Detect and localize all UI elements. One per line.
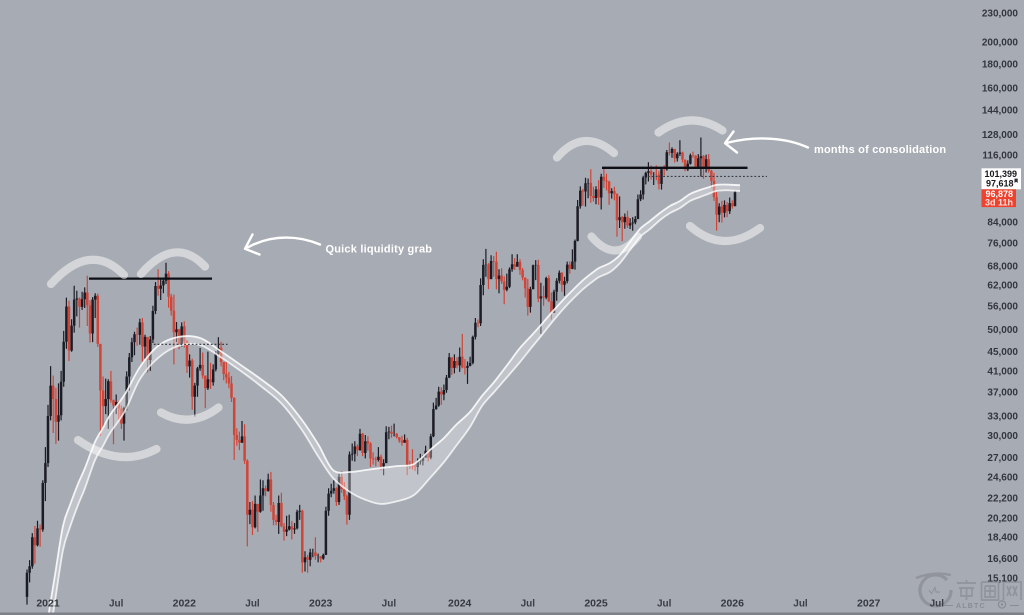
svg-text:Jul: Jul xyxy=(657,599,672,610)
svg-text:30,000: 30,000 xyxy=(987,431,1018,442)
svg-text:2024: 2024 xyxy=(448,598,472,610)
svg-text:Jul: Jul xyxy=(382,599,397,610)
svg-text:2023: 2023 xyxy=(309,598,333,610)
svg-text:37,000: 37,000 xyxy=(987,388,1018,399)
svg-text:97,618: 97,618 xyxy=(986,179,1014,189)
svg-text:18,400: 18,400 xyxy=(987,533,1018,544)
svg-text:2027: 2027 xyxy=(857,598,881,610)
svg-text:33,000: 33,000 xyxy=(987,412,1018,423)
svg-text:Jul: Jul xyxy=(245,599,260,610)
svg-text:Quick liquidity grab: Quick liquidity grab xyxy=(326,243,433,255)
svg-text:76,000: 76,000 xyxy=(987,238,1018,249)
svg-text:ALBTC: ALBTC xyxy=(956,603,986,610)
svg-text:68,000: 68,000 xyxy=(987,261,1018,272)
svg-text:180,000: 180,000 xyxy=(982,59,1019,70)
svg-text:160,000: 160,000 xyxy=(982,84,1019,95)
svg-text:24,600: 24,600 xyxy=(987,472,1018,483)
svg-text:50,000: 50,000 xyxy=(987,325,1018,336)
svg-text:41,000: 41,000 xyxy=(987,366,1018,377)
svg-text:101,399: 101,399 xyxy=(984,169,1017,179)
svg-text:Jul: Jul xyxy=(930,599,945,610)
svg-text:128,000: 128,000 xyxy=(982,130,1019,141)
svg-text:2022: 2022 xyxy=(173,598,197,610)
svg-text:96,878: 96,878 xyxy=(985,189,1013,199)
svg-text:15,100: 15,100 xyxy=(987,574,1018,585)
svg-text:Jul: Jul xyxy=(793,599,808,610)
svg-text:Jul: Jul xyxy=(521,599,536,610)
svg-text:200,000: 200,000 xyxy=(982,37,1019,48)
svg-text:144,000: 144,000 xyxy=(982,106,1019,117)
svg-text:2021: 2021 xyxy=(36,598,60,610)
svg-text:months of consolidation: months of consolidation xyxy=(814,144,946,156)
svg-text:230,000: 230,000 xyxy=(982,8,1019,19)
svg-text:16,600: 16,600 xyxy=(987,554,1018,565)
svg-text:2025: 2025 xyxy=(584,598,608,610)
svg-text:2026: 2026 xyxy=(721,598,745,610)
svg-text:45,000: 45,000 xyxy=(987,347,1018,358)
svg-text:3d 11h: 3d 11h xyxy=(985,198,1013,208)
svg-text:27,000: 27,000 xyxy=(987,453,1018,464)
svg-text:Jul: Jul xyxy=(109,599,124,610)
svg-text:20,200: 20,200 xyxy=(987,513,1018,524)
svg-text:62,000: 62,000 xyxy=(987,281,1018,292)
svg-text:84,000: 84,000 xyxy=(987,218,1018,229)
svg-text:56,000: 56,000 xyxy=(987,302,1018,313)
svg-text:116,000: 116,000 xyxy=(982,151,1018,162)
svg-text:22,200: 22,200 xyxy=(987,494,1018,505)
